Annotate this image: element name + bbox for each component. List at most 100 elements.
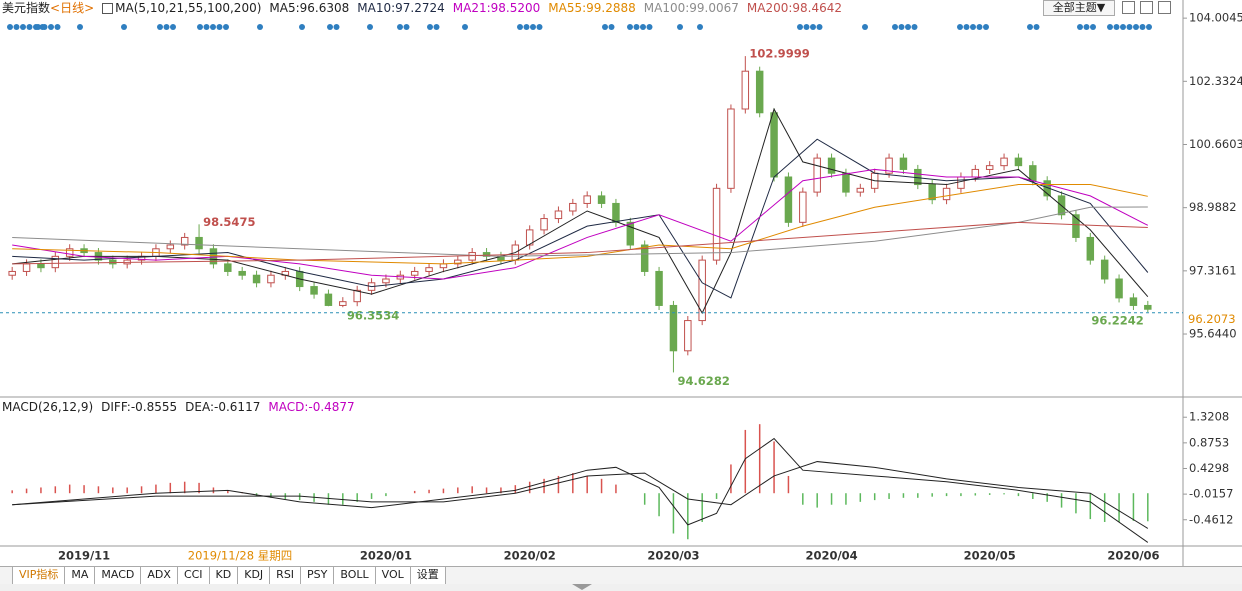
toolbar-tab[interactable]: MA bbox=[65, 567, 96, 584]
toolbar-tab[interactable]: RSI bbox=[270, 567, 302, 584]
event-dot bbox=[803, 24, 810, 30]
candle-body bbox=[410, 270, 419, 276]
toolbar-tab[interactable]: VIP指标 bbox=[12, 567, 66, 584]
candle-body bbox=[727, 108, 735, 189]
toolbar-tab[interactable]: ADX bbox=[141, 567, 178, 584]
y-tick-label: 0.8753 bbox=[1189, 435, 1229, 449]
legend-entry: MA10:97.2724 bbox=[357, 1, 445, 15]
candle-body bbox=[8, 270, 16, 276]
chart-canvas: 98.5475 102.9999 96.3534 94.6282 96.2242… bbox=[0, 0, 1242, 566]
collapse-toggle[interactable] bbox=[572, 584, 592, 590]
candle-body bbox=[425, 267, 433, 272]
event-dot bbox=[1139, 24, 1146, 30]
candle-body bbox=[741, 70, 750, 110]
window-icon[interactable] bbox=[1158, 1, 1171, 14]
candle-body bbox=[238, 270, 246, 276]
event-dot bbox=[1113, 24, 1120, 30]
event-dot bbox=[170, 24, 176, 30]
event-dot bbox=[810, 24, 816, 30]
toolbar-tab[interactable]: MACD bbox=[95, 567, 142, 584]
low-annotation: 96.2242 bbox=[1091, 314, 1143, 328]
candle-body bbox=[640, 244, 649, 272]
candle-body bbox=[626, 221, 635, 246]
event-dot bbox=[1027, 24, 1033, 30]
legend-entry: MA5:96.6308 bbox=[269, 1, 350, 15]
candle-body bbox=[1086, 236, 1095, 261]
event-dot bbox=[640, 24, 646, 30]
event-dot bbox=[1083, 24, 1090, 30]
event-dot bbox=[697, 24, 703, 30]
event-dot bbox=[163, 24, 170, 30]
legend-entry: MA21:98.5200 bbox=[452, 1, 541, 15]
candle-body bbox=[655, 270, 663, 306]
candle-body bbox=[899, 157, 908, 170]
price-header: 美元指数 <日线> MA(5,10,21,55,100,200) MA5:96.… bbox=[2, 0, 842, 16]
event-dot bbox=[517, 24, 523, 30]
candle-body bbox=[439, 263, 448, 269]
toolbar-tab[interactable]: KDJ bbox=[238, 567, 271, 584]
event-dot bbox=[197, 24, 203, 30]
indicator-line bbox=[12, 206, 1148, 257]
y-tick-label: -0.0157 bbox=[1189, 487, 1233, 501]
candle-body bbox=[784, 176, 793, 223]
y-tick-label: 100.6603 bbox=[1189, 137, 1242, 151]
toolbar-tab[interactable]: BOLL bbox=[334, 567, 376, 584]
low-annotation: 94.6282 bbox=[677, 374, 729, 388]
y-tick-label: 102.3324 bbox=[1189, 74, 1242, 88]
event-dot bbox=[299, 24, 305, 30]
x-tick-label: 2020/06 bbox=[1107, 549, 1159, 563]
event-dot bbox=[1146, 24, 1152, 30]
legend-entry: MA55:99.2888 bbox=[548, 1, 636, 15]
toolbar-tab[interactable]: PSY bbox=[301, 567, 335, 584]
candle-body bbox=[540, 218, 548, 231]
event-dot bbox=[797, 24, 803, 30]
event-dot bbox=[983, 24, 989, 30]
event-dot bbox=[957, 24, 963, 30]
x-tick-label: 2020/01 bbox=[360, 549, 412, 563]
period[interactable]: <日线> bbox=[50, 1, 95, 15]
legend-entry: MA200:98.4642 bbox=[746, 1, 843, 15]
candle-body bbox=[525, 229, 534, 246]
event-dot bbox=[627, 24, 633, 30]
high-annotation: 98.5475 bbox=[203, 215, 255, 229]
event-dot bbox=[862, 24, 868, 30]
event-dot bbox=[157, 24, 163, 30]
theme-button[interactable]: 全部主题▼ bbox=[1043, 0, 1115, 16]
event-dot bbox=[1033, 24, 1040, 30]
toolbar-tab[interactable]: CCI bbox=[177, 567, 210, 584]
event-dot bbox=[7, 24, 13, 30]
event-dot bbox=[397, 24, 403, 30]
indicator-icon[interactable] bbox=[102, 3, 114, 14]
candle-body bbox=[65, 248, 74, 257]
event-dot bbox=[41, 24, 48, 30]
candle-body bbox=[252, 274, 261, 284]
candle-body bbox=[1115, 278, 1123, 299]
indicator-name: MA(5,10,21,55,100,200) bbox=[115, 1, 262, 15]
legend-entry: DEA:-0.6117 bbox=[185, 400, 261, 414]
y-tick-label: 95.6440 bbox=[1189, 327, 1237, 341]
event-dot bbox=[462, 24, 468, 30]
event-dot bbox=[523, 24, 530, 30]
candle-body bbox=[799, 191, 807, 223]
high-annotation: 102.9999 bbox=[749, 47, 809, 61]
indicator-line bbox=[12, 168, 1149, 280]
candle-body bbox=[37, 263, 45, 269]
event-dot bbox=[77, 24, 83, 30]
event-dot bbox=[210, 24, 216, 30]
indicator-line bbox=[12, 138, 1149, 299]
candle-body bbox=[669, 304, 678, 352]
event-dot bbox=[35, 24, 41, 30]
window-icon[interactable] bbox=[1140, 1, 1153, 14]
window-icon[interactable] bbox=[1122, 1, 1135, 14]
event-dot bbox=[898, 24, 905, 30]
y-tick-label: 97.3161 bbox=[1189, 263, 1237, 277]
event-dot bbox=[1126, 24, 1133, 30]
toolbar-tab[interactable]: VOL bbox=[375, 567, 411, 584]
candle-body bbox=[224, 263, 232, 272]
toolbar-tab[interactable]: KD bbox=[209, 567, 239, 584]
toolbar-tab[interactable]: 设置 bbox=[410, 567, 446, 584]
candle-body bbox=[324, 293, 333, 306]
candle-body bbox=[597, 195, 606, 204]
candle-body bbox=[928, 184, 936, 201]
